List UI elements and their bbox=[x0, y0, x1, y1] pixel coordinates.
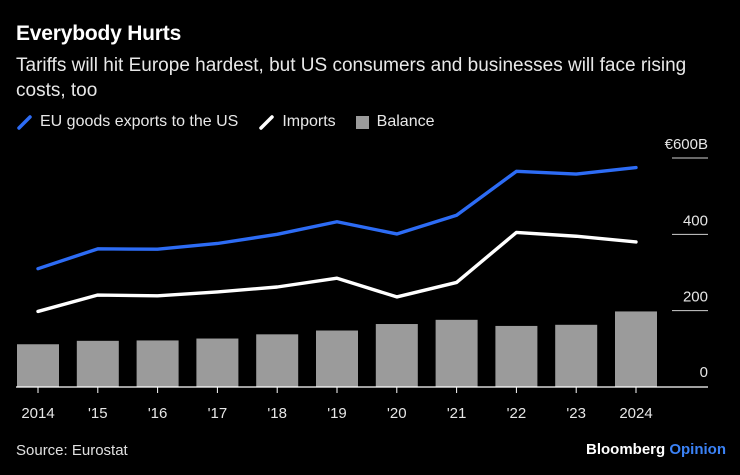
brand-logo: Bloomberg Opinion bbox=[586, 441, 726, 458]
legend-item-exports: EU goods exports to the US bbox=[16, 113, 238, 131]
x-tick-label: 2014 bbox=[21, 405, 54, 422]
exports-line bbox=[36, 165, 638, 271]
balance-bar bbox=[615, 311, 657, 387]
legend-imports-line-icon bbox=[259, 115, 275, 130]
balance-bar bbox=[196, 338, 239, 387]
x-tick-label: '17 bbox=[208, 405, 228, 422]
brand-main: Bloomberg bbox=[586, 441, 666, 458]
chart-title: Everybody Hurts bbox=[16, 22, 182, 45]
legend-balance-swatch-icon bbox=[355, 115, 369, 129]
chart-subtitle: Tariffs will hit Europe hardest, but US … bbox=[16, 55, 687, 101]
x-tick-label: '15 bbox=[88, 405, 108, 422]
brand-accent: Opinion bbox=[669, 441, 726, 458]
x-tick-label: '21 bbox=[447, 405, 467, 422]
imports-line bbox=[36, 230, 638, 314]
balance-bar bbox=[17, 344, 59, 387]
balance-bar bbox=[76, 340, 119, 387]
x-tick-label: '19 bbox=[327, 405, 347, 422]
balance-bar bbox=[435, 319, 478, 387]
legend-item-imports: Imports bbox=[258, 113, 336, 131]
x-tick-label: '18 bbox=[267, 405, 287, 422]
y-tick-label: 200 bbox=[683, 289, 708, 306]
balance-bar bbox=[256, 334, 299, 387]
legend-item-balance: Balance bbox=[355, 113, 435, 131]
legend: EU goods exports to the US Imports Balan… bbox=[16, 113, 455, 131]
source-note: Source: Eurostat bbox=[16, 442, 128, 459]
balance-bar bbox=[136, 340, 179, 387]
balance-bar bbox=[495, 325, 538, 387]
y-tick-label: 0 bbox=[700, 364, 708, 381]
x-tick-label: '20 bbox=[387, 405, 407, 422]
legend-balance-label: Balance bbox=[376, 113, 435, 130]
balance-bar bbox=[375, 324, 418, 387]
legend-imports-label: Imports bbox=[282, 113, 336, 130]
balance-bar bbox=[316, 330, 358, 387]
x-tick-label: '16 bbox=[148, 405, 168, 422]
y-tick-label: €600B bbox=[665, 136, 708, 153]
y-tick-label: 400 bbox=[683, 212, 708, 229]
x-tick-label: '22 bbox=[507, 405, 527, 422]
balance-bar bbox=[555, 324, 598, 387]
legend-exports-line-icon bbox=[17, 115, 32, 130]
x-tick-label: '23 bbox=[566, 405, 586, 422]
legend-exports-label: EU goods exports to the US bbox=[40, 113, 239, 130]
x-tick-label: 2024 bbox=[619, 405, 652, 422]
